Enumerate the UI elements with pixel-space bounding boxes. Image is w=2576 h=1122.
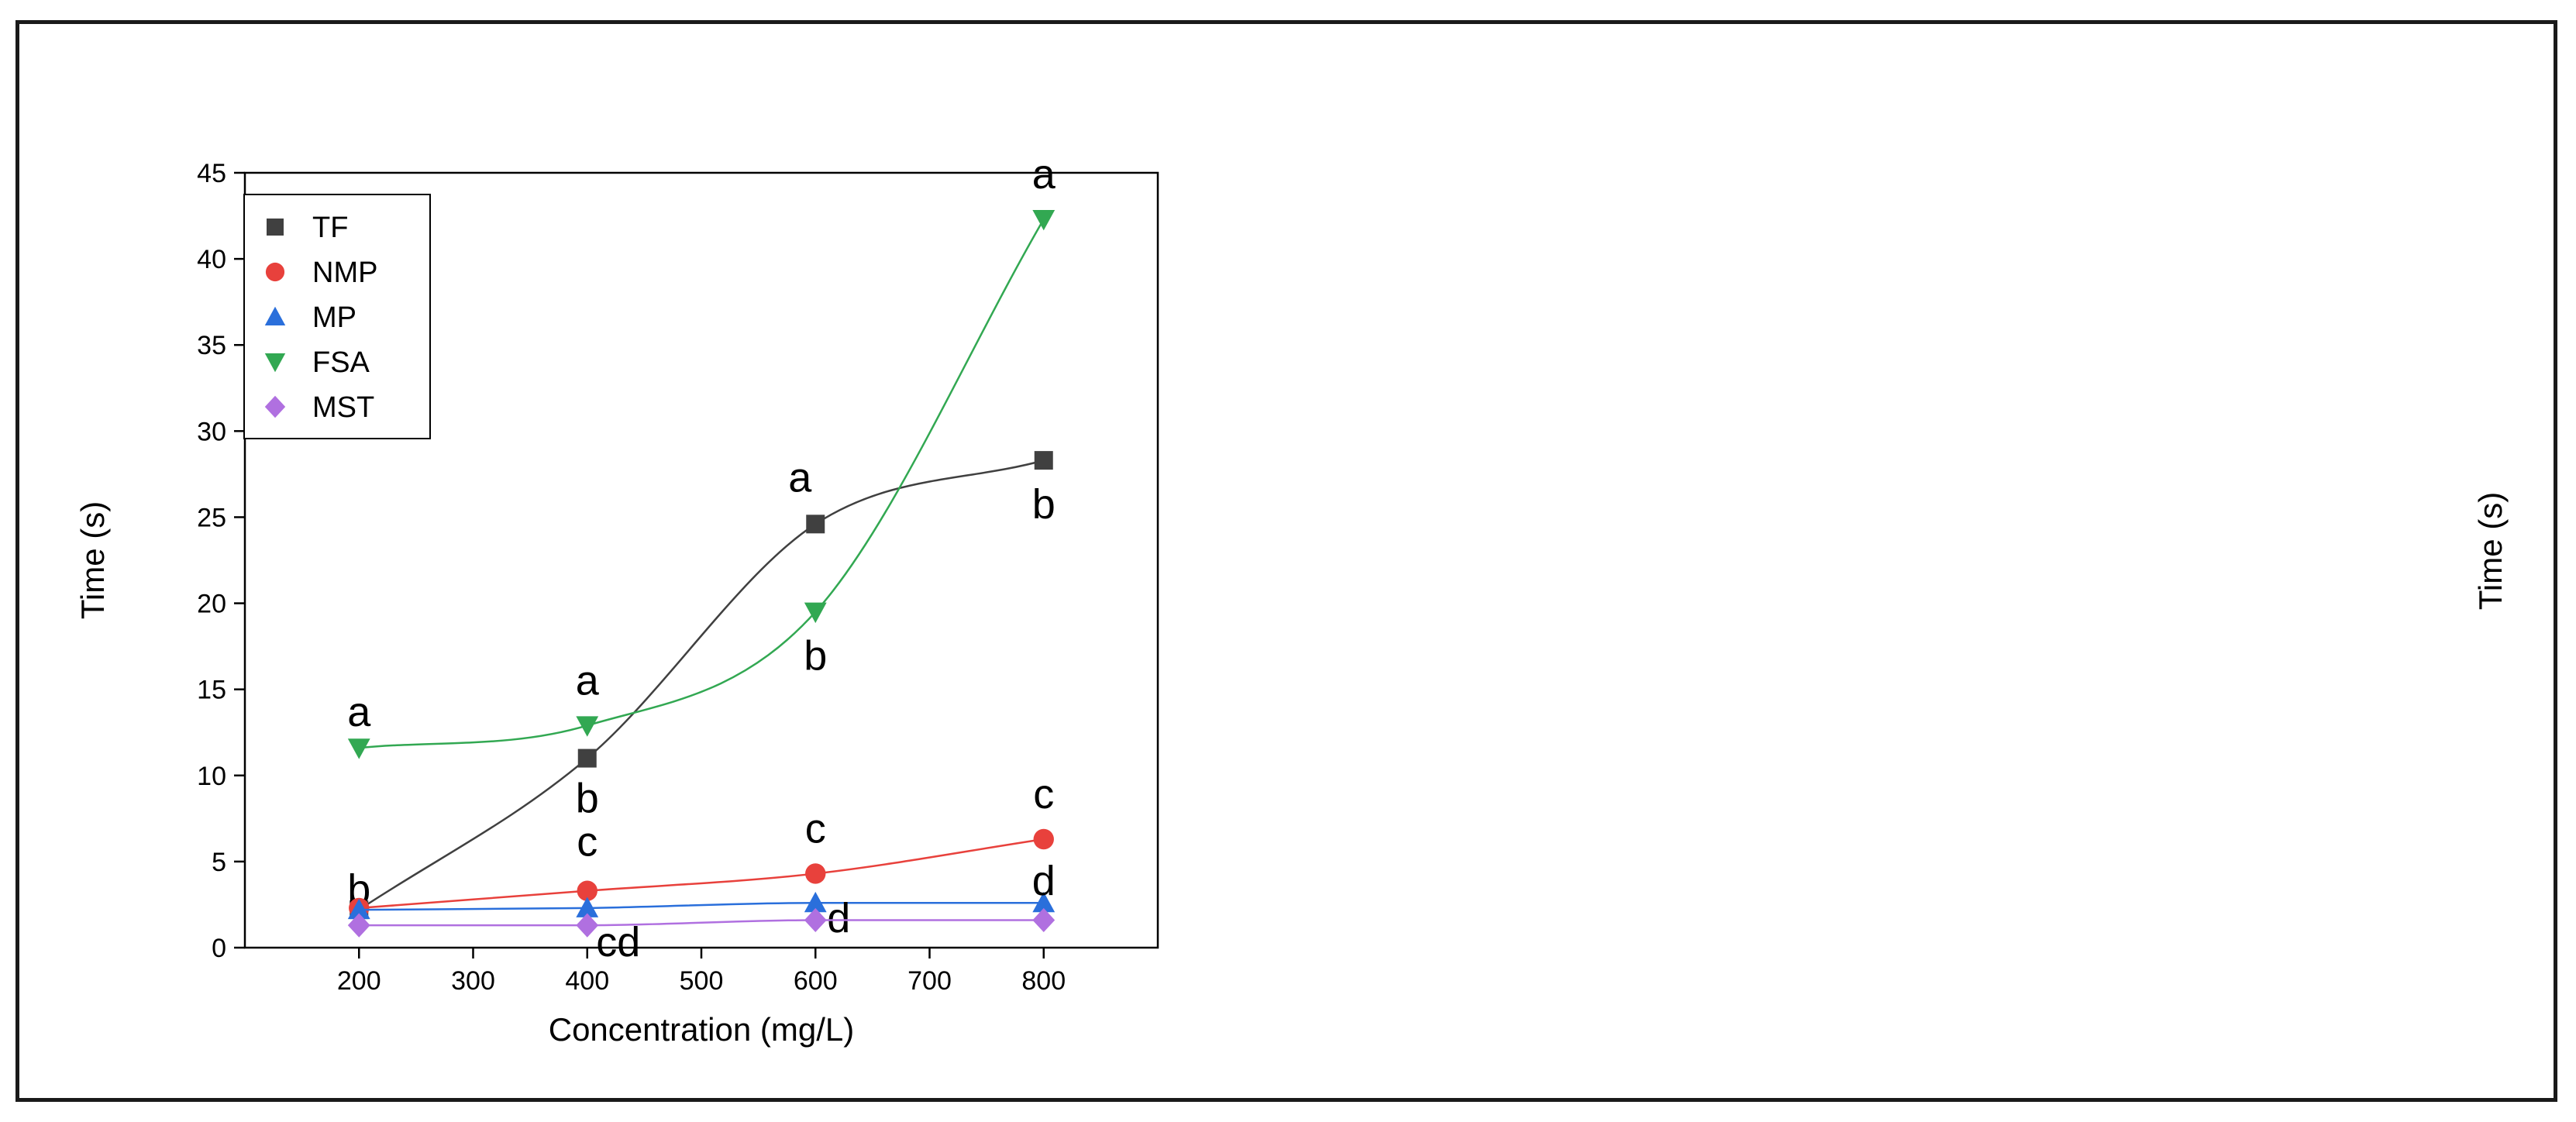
chart0-series-line-mp bbox=[359, 901, 1044, 911]
chart0-point-mst bbox=[576, 913, 599, 938]
chart0-y-tick-label: 0 bbox=[212, 934, 226, 963]
chart0-significance-label-nmp: c bbox=[805, 805, 826, 852]
chart0-point-mp bbox=[347, 898, 370, 920]
chart0-point-fsa bbox=[576, 716, 599, 737]
chart0-point-mst bbox=[804, 907, 827, 933]
chart0-x-axis-title: Concentration (mg/L) bbox=[549, 1011, 855, 1048]
chart0-point-nmp bbox=[577, 880, 598, 901]
chart0-point-mst bbox=[347, 913, 370, 938]
chart0-significance-label-fsa: a bbox=[576, 657, 600, 704]
chart0-y-tick-label: 15 bbox=[197, 676, 226, 705]
chart0-significance-label-nmp: c bbox=[1033, 771, 1054, 817]
chart0-legend-label-fsa: FSA bbox=[312, 346, 370, 379]
chart0-point-mp bbox=[804, 891, 827, 913]
chart0-significance-label-fsa: a bbox=[347, 689, 371, 735]
chart0-series-line-mst bbox=[359, 919, 1044, 927]
chart0-series-mst: cd bbox=[347, 907, 1056, 965]
chart0-significance-label-mst: cd bbox=[596, 919, 640, 965]
chart0-series-line-tf bbox=[358, 459, 1045, 911]
chart0-series-line-nmp bbox=[359, 838, 1044, 910]
chart0-y-tick-label: 45 bbox=[197, 159, 226, 188]
chart0-significance-label-fsa: a bbox=[1032, 151, 1056, 198]
chart0-point-fsa bbox=[347, 738, 370, 759]
chart0-significance-label-tf: b bbox=[576, 776, 599, 822]
chart0-point-fsa bbox=[1032, 210, 1056, 231]
chart0-x-tick-label: 800 bbox=[1021, 966, 1066, 996]
chart0-y-tick-label: 20 bbox=[197, 590, 226, 619]
chart0-series-fsa: a a b a bbox=[347, 151, 1056, 759]
chart0-series-line-fsa bbox=[359, 219, 1045, 749]
chart0-series-nmp: c c c bbox=[349, 771, 1054, 919]
chart0-x-tick-label: 500 bbox=[680, 966, 724, 996]
chart-right: 200300400500600700800051015202530354045C… bbox=[2472, 492, 2509, 610]
chart0-x-tick-label: 300 bbox=[451, 966, 495, 996]
chart0-y-axis-title: Time (s) bbox=[74, 501, 111, 619]
chart1-y-axis-title: Time (s) bbox=[2472, 492, 2509, 610]
chart0-x-tick-label: 700 bbox=[907, 966, 952, 996]
chart0-significance-label-tf: b bbox=[1032, 481, 1056, 528]
chart0-legend-swatch-tf bbox=[267, 219, 284, 236]
chart0-point-nmp bbox=[1033, 828, 1054, 850]
figure-frame: 200 300 400 500 600 700 800 0 5 10 15 20 25 30 35 40 45 C… bbox=[15, 20, 2557, 1102]
chart-left: 200 300 400 500 600 700 800 0 5 10 15 20 25 30 35 40 45 C… bbox=[74, 151, 1159, 1048]
chart0-x-tick-label: 400 bbox=[565, 966, 609, 996]
chart0-legend: TF NMP MP FSA MST bbox=[243, 194, 431, 439]
chart0-legend-swatch-fsa bbox=[264, 353, 286, 373]
chart0-x-tick-label: 200 bbox=[337, 966, 381, 996]
chart0-legend-label-tf: TF bbox=[312, 212, 348, 244]
chart0-point-tf bbox=[1034, 451, 1053, 470]
chart0-significance-label-fsa: b bbox=[804, 633, 827, 680]
chart0-y-tick-label: 30 bbox=[197, 417, 226, 446]
chart0-legend-swatch-mp bbox=[264, 306, 286, 325]
chart0-point-tf bbox=[577, 749, 597, 768]
chart0-point-tf bbox=[806, 515, 825, 534]
chart0-legend-swatch-nmp bbox=[265, 262, 285, 282]
chart0-series-mp: dd bbox=[347, 858, 1056, 941]
chart0-point-mst bbox=[1032, 907, 1056, 933]
chart0-point-mp bbox=[1032, 891, 1056, 913]
chart0-significance-label-tf: a bbox=[788, 454, 812, 501]
chart0-significance-label-mp: d bbox=[827, 895, 850, 941]
chart0-y-tick-label: 40 bbox=[197, 245, 226, 274]
chart0-legend-label-nmp: NMP bbox=[312, 256, 377, 289]
chart0-significance-label-mp: d bbox=[1032, 858, 1056, 904]
chart0-point-nmp bbox=[805, 863, 826, 884]
chart0-legend-label-mp: MP bbox=[312, 301, 356, 334]
chart0-legend-label-mst: MST bbox=[312, 391, 374, 424]
chart0-y-tick-label: 35 bbox=[197, 331, 226, 360]
chart0-x-tick-label: 600 bbox=[794, 966, 838, 996]
chart0-y-tick-label: 25 bbox=[197, 503, 226, 532]
chart0-series-tf: b b a b bbox=[347, 451, 1056, 920]
chart0-point-mp bbox=[576, 897, 599, 917]
chart0-significance-label-nmp: c bbox=[577, 819, 598, 866]
chart0-y-tick-label: 10 bbox=[197, 762, 226, 791]
chart0-point-fsa bbox=[804, 602, 827, 624]
chart0-y-tick-label: 5 bbox=[212, 848, 226, 877]
